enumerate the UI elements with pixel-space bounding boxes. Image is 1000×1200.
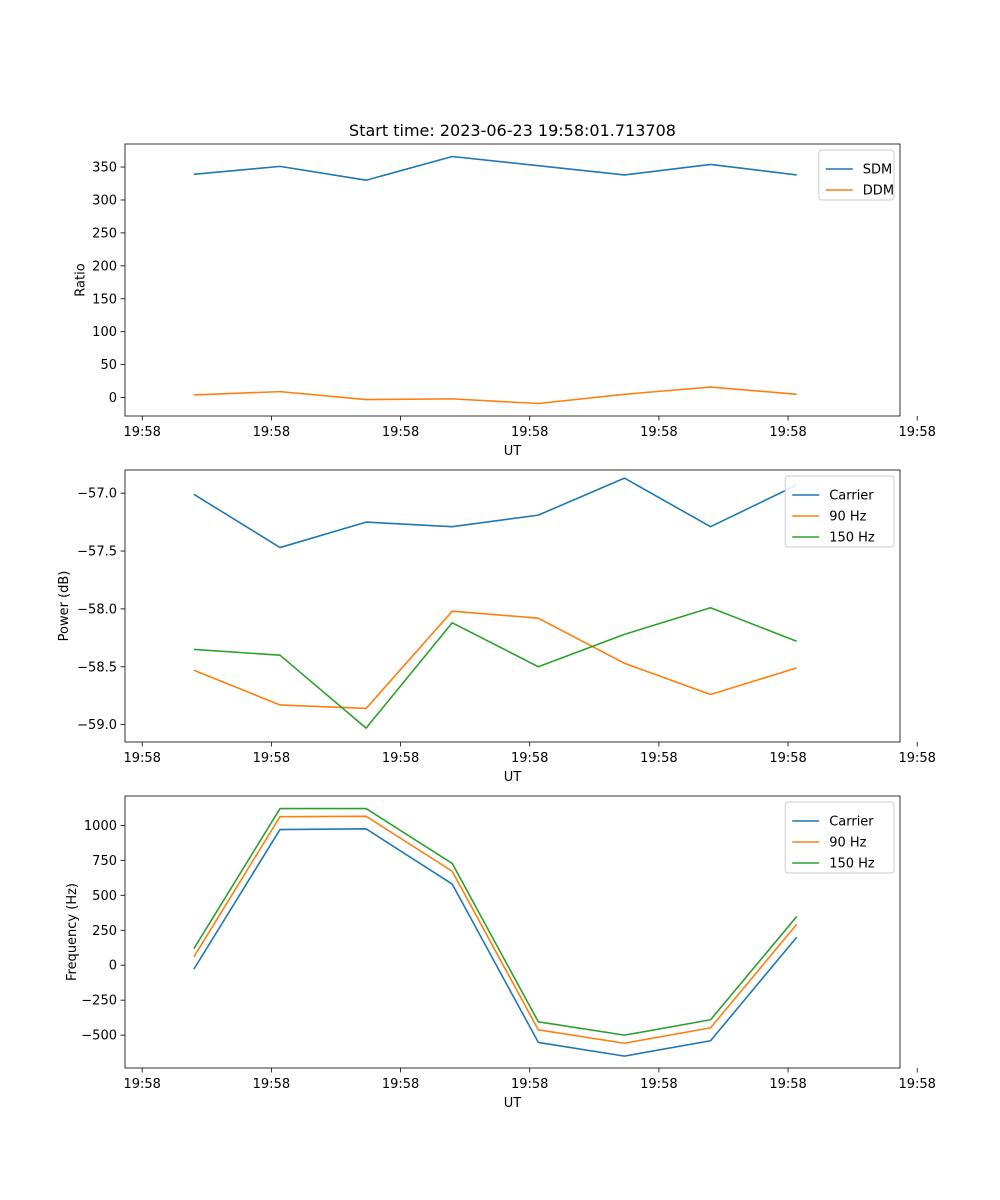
x-tick-label: 19:58 — [769, 425, 806, 440]
y-tick-label: 0 — [109, 959, 117, 974]
x-tick-label: 19:58 — [123, 1077, 160, 1092]
plot-area — [124, 469, 901, 743]
x-tick-label: 19:58 — [511, 1077, 548, 1092]
y-tick-label: −250 — [81, 994, 117, 1009]
x-tick-label: 19:58 — [898, 425, 935, 440]
y-tick-label: 100 — [92, 325, 117, 340]
y-axis-label: Power (dB) — [57, 571, 72, 642]
y-tick-label: −500 — [81, 1029, 117, 1044]
x-tick-label: 19:58 — [123, 425, 160, 440]
x-tick-label: 19:58 — [511, 751, 548, 766]
x-tick-label: 19:58 — [769, 751, 806, 766]
plot-area — [124, 143, 901, 417]
y-tick-label: 200 — [92, 259, 117, 274]
x-tick-label: 19:58 — [511, 425, 548, 440]
x-tick-label: 19:58 — [382, 751, 419, 766]
x-tick-label: 19:58 — [123, 751, 160, 766]
legend-label: DDM — [863, 184, 894, 199]
x-tick-label: 19:58 — [640, 425, 677, 440]
y-tick-label: 1000 — [84, 819, 117, 834]
series-line-90-hz — [193, 610, 797, 710]
legend-box — [818, 149, 895, 201]
y-tick-label: 50 — [100, 358, 117, 373]
legend-label: 90 Hz — [829, 836, 866, 851]
figure-title: Start time: 2023-06-23 19:58:01.713708 — [349, 121, 676, 140]
series-line-90-hz — [193, 815, 798, 1045]
x-tick-label: 19:58 — [253, 1077, 290, 1092]
y-tick-label: 300 — [92, 193, 117, 208]
legend: Carrier 90 Hz 150 Hz — [784, 801, 895, 874]
legend-box — [784, 475, 895, 548]
y-tick-label: 350 — [92, 161, 117, 176]
series-line-150-hz — [193, 807, 798, 1036]
y-tick-label: 0 — [109, 391, 117, 406]
legend-label: 90 Hz — [829, 510, 866, 525]
legend-label: Carrier — [829, 489, 874, 504]
legend-box — [784, 801, 895, 874]
legend-label: SDM — [863, 163, 892, 178]
subplots: 19:58 19:58 19:58 19:58 19:58 19:58 19:58 0 50 10… — [57, 143, 936, 1111]
x-tick-label: 19:58 — [769, 1077, 806, 1092]
legend: Carrier 90 Hz 150 Hz — [784, 475, 895, 548]
legend: SDM DDM — [818, 149, 895, 201]
x-tick-label: 19:58 — [898, 1077, 935, 1092]
y-axis-label: Frequency (Hz) — [65, 883, 80, 981]
x-tick-label: 19:58 — [382, 425, 419, 440]
x-axis-label: UT — [504, 770, 522, 785]
y-tick-label: −57.0 — [77, 487, 117, 502]
x-axis-label: UT — [504, 1096, 522, 1111]
y-axis-label: Ratio — [73, 263, 88, 296]
y-tick-label: −57.5 — [77, 545, 117, 560]
y-tick-label: 250 — [92, 924, 117, 939]
y-tick-label: −58.0 — [77, 602, 117, 617]
subplot-2: 19:58 19:58 19:58 19:58 19:58 19:58 19:58 −57.0… — [57, 469, 936, 785]
subplot-3: 19:58 19:58 19:58 19:58 19:58 19:58 19:58 −500 −… — [65, 795, 936, 1111]
y-tick-label: −59.0 — [77, 718, 117, 733]
x-tick-label: 19:58 — [898, 751, 935, 766]
plot-area — [124, 795, 901, 1069]
x-tick-label: 19:58 — [382, 1077, 419, 1092]
legend-label: Carrier — [829, 815, 874, 830]
subplot-1: 19:58 19:58 19:58 19:58 19:58 19:58 19:58 0 50 10… — [73, 143, 936, 459]
x-tick-label: 19:58 — [640, 751, 677, 766]
legend-label: 150 Hz — [829, 531, 875, 546]
x-tick-label: 19:58 — [253, 425, 290, 440]
y-tick-label: 150 — [92, 292, 117, 307]
x-tick-label: 19:58 — [640, 1077, 677, 1092]
legend-label: 150 Hz — [829, 857, 875, 872]
y-tick-label: 750 — [92, 854, 117, 869]
x-tick-label: 19:58 — [253, 751, 290, 766]
series-line-ddm — [193, 386, 797, 405]
x-axis-label: UT — [504, 444, 522, 459]
y-tick-label: 500 — [92, 889, 117, 904]
series-line-sdm — [193, 155, 797, 182]
series-line-150-hz — [193, 606, 797, 729]
series-line-carrier — [193, 828, 798, 1057]
series-line-carrier — [193, 477, 798, 549]
y-tick-label: −58.5 — [77, 660, 117, 675]
y-tick-label: 250 — [92, 226, 117, 241]
